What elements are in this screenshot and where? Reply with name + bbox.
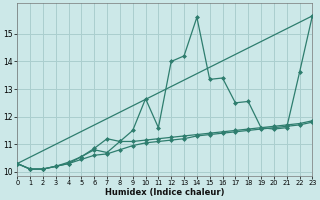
X-axis label: Humidex (Indice chaleur): Humidex (Indice chaleur) (105, 188, 225, 197)
